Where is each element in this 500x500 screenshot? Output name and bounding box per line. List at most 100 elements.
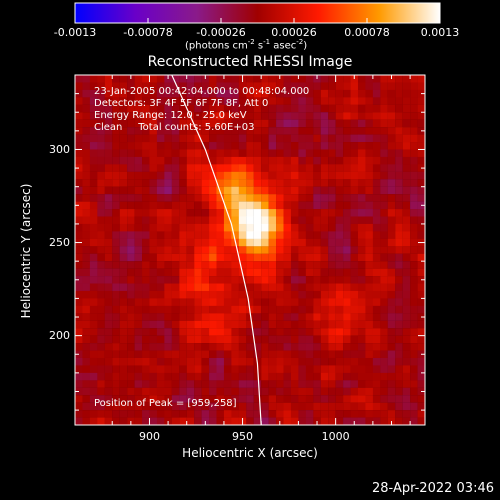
heatmap-cell (179, 194, 187, 202)
heatmap-cell (313, 283, 321, 292)
heatmap-cell (246, 223, 254, 232)
heatmap-cell (179, 82, 187, 91)
heatmap-cell (112, 231, 120, 239)
heatmap-cell (343, 320, 351, 329)
heatmap-cell (89, 246, 98, 254)
heatmap-cell (283, 283, 292, 292)
heatmap-cell (387, 134, 396, 143)
heatmap-cell (395, 104, 403, 113)
heatmap-cell (119, 395, 128, 403)
heatmap-cell (142, 350, 150, 359)
heatmap-cell (171, 164, 180, 172)
heatmap-cell (372, 276, 381, 284)
heatmap-cell (261, 119, 269, 128)
heatmap-cell (261, 290, 269, 299)
heatmap-cell (201, 142, 210, 150)
heatmap-cell (112, 149, 120, 158)
heatmap-cell (171, 261, 180, 269)
heatmap-cell (89, 127, 98, 135)
heatmap-cell (142, 75, 150, 83)
heatmap-cell (253, 276, 262, 284)
heatmap-cell (134, 395, 143, 403)
heatmap-cell (186, 164, 195, 172)
heatmap-cell (216, 313, 225, 321)
heatmap-cell (402, 179, 411, 187)
heatmap-cell (283, 119, 292, 128)
heatmap-cell (104, 261, 113, 269)
heatmap-cell (149, 142, 158, 150)
heatmap-cell (320, 119, 329, 128)
heatmap-cell (350, 149, 359, 158)
heatmap-cell (201, 305, 210, 314)
heatmap-cell (156, 298, 165, 306)
heatmap-cell (171, 82, 180, 91)
heatmap-cell (395, 156, 403, 165)
heatmap-cell (142, 410, 150, 418)
heatmap-cell (283, 238, 292, 247)
heatmap-cell (372, 194, 381, 202)
heatmap-cell (335, 149, 344, 158)
heatmap-cell (223, 112, 232, 120)
heatmap-cell (149, 171, 158, 180)
heatmap-cell (164, 372, 172, 381)
heatmap-cell (119, 112, 128, 120)
heatmap-cell (268, 261, 277, 269)
heatmap-cell (142, 194, 150, 202)
heatmap-cell (380, 127, 388, 135)
heatmap-cell (223, 402, 232, 411)
heatmap-cell (350, 253, 359, 262)
heatmap-cell (104, 216, 113, 225)
heatmap-cell (387, 201, 396, 210)
heatmap-cell (179, 201, 187, 210)
heatmap-cell (164, 238, 172, 247)
heatmap-cell (171, 343, 180, 351)
heatmap-cell (112, 410, 120, 418)
heatmap-cell (142, 305, 150, 314)
heatmap-cell (179, 410, 187, 418)
heatmap-cell (179, 305, 187, 314)
heatmap-cell (357, 149, 366, 158)
heatmap-cell (305, 89, 314, 98)
heatmap-cell (246, 119, 254, 128)
heatmap-cell (238, 209, 247, 217)
heatmap-cell (238, 298, 247, 306)
heatmap-cell (238, 395, 247, 403)
heatmap-cell (357, 246, 366, 254)
heatmap-cell (313, 134, 321, 143)
heatmap-cell (380, 179, 388, 187)
heatmap-cell (97, 75, 105, 83)
heatmap-cell (179, 320, 187, 329)
heatmap-cell (119, 261, 128, 269)
heatmap-cell (223, 216, 232, 225)
heatmap-cell (142, 298, 150, 306)
heatmap-cell (395, 164, 403, 172)
heatmap-cell (320, 320, 329, 329)
heatmap-cell (261, 357, 269, 366)
heatmap-cell (402, 283, 411, 292)
heatmap-cell (335, 186, 344, 195)
heatmap-cell (89, 164, 98, 172)
heatmap-cell (320, 134, 329, 143)
heatmap-cell (231, 223, 239, 232)
heatmap-cell (231, 395, 239, 403)
heatmap-cell (186, 97, 195, 105)
heatmap-cell (320, 97, 329, 105)
heatmap-cell (209, 417, 217, 425)
heatmap-cell (216, 410, 225, 418)
heatmap-cell (402, 164, 411, 172)
heatmap-cell (387, 97, 396, 105)
heatmap-cell (246, 298, 254, 306)
heatmap-cell (194, 82, 202, 91)
heatmap-cell (223, 253, 232, 262)
heatmap-cell (268, 335, 277, 344)
heatmap-cell (387, 328, 396, 336)
heatmap-cell (395, 134, 403, 143)
heatmap-cell (283, 313, 292, 321)
heatmap-cell (194, 268, 202, 277)
heatmap-cell (365, 97, 374, 105)
heatmap-cell (343, 395, 351, 403)
heatmap-cell (216, 89, 225, 98)
heatmap-cell (238, 179, 247, 187)
heatmap-cell (75, 104, 83, 113)
heatmap-cell (209, 164, 217, 172)
